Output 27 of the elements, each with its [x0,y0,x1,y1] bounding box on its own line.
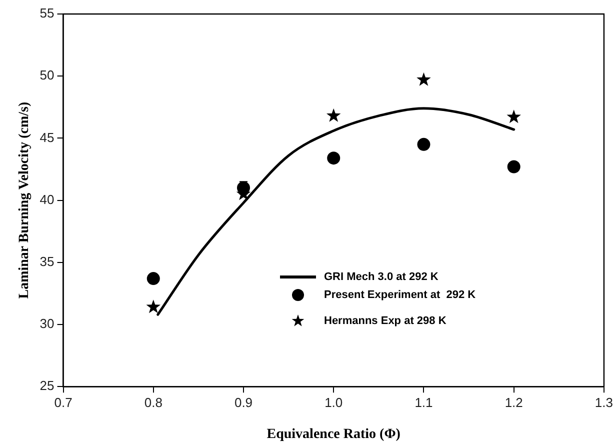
x-tick-label: 1.0 [324,394,343,410]
y-axis-title: Laminar Burning Velocity (cm/s) [17,102,32,299]
x-tick-label: 0.7 [54,394,72,410]
point [506,110,521,124]
x-tick-label: 1.3 [594,394,614,410]
y-tick-label: 30 [40,316,54,332]
x-tick-label: 1.2 [504,394,523,410]
point [146,272,160,286]
y-tick-label: 35 [40,254,54,269]
y-tick-label: 50 [40,68,54,83]
y-tick-label: 45 [40,130,54,145]
y-tick-label: 55 [40,6,54,21]
point [507,160,520,174]
point [326,108,341,122]
legend-label: Present Experiment at 292 K [324,289,476,301]
point [417,138,430,151]
x-axis-title: Equivalence Ratio (Φ) [266,427,401,442]
legend-label: GRI Mech 3.0 at 292 K [324,271,438,283]
legend-label: Hermanns Exp at 298 K [324,315,446,327]
point [416,72,431,86]
y-tick-label: 25 [40,378,54,394]
point [327,152,340,165]
x-tick-label: 1.1 [414,394,433,410]
point [146,300,161,314]
x-tick-label: 0.9 [234,394,253,410]
x-tick-label: 0.8 [144,394,162,410]
y-tick-label: 40 [40,192,54,207]
